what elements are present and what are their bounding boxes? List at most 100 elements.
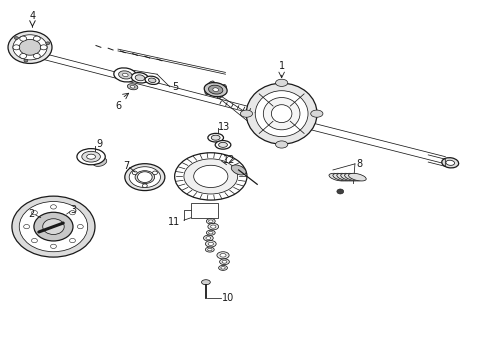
Ellipse shape xyxy=(209,85,223,94)
Circle shape xyxy=(33,36,40,41)
Ellipse shape xyxy=(209,231,213,234)
Ellipse shape xyxy=(222,260,227,263)
Ellipse shape xyxy=(127,84,138,90)
Ellipse shape xyxy=(208,248,212,251)
Text: 2: 2 xyxy=(28,209,34,219)
Ellipse shape xyxy=(217,252,229,259)
Text: 3: 3 xyxy=(70,206,76,216)
FancyBboxPatch shape xyxy=(191,203,218,218)
Ellipse shape xyxy=(446,160,455,165)
Circle shape xyxy=(24,59,28,62)
Circle shape xyxy=(77,225,83,229)
Text: 1: 1 xyxy=(279,60,285,71)
Circle shape xyxy=(50,244,56,248)
Ellipse shape xyxy=(348,173,366,181)
Ellipse shape xyxy=(215,140,231,149)
Ellipse shape xyxy=(231,165,246,175)
Ellipse shape xyxy=(221,267,225,269)
Ellipse shape xyxy=(271,105,292,123)
Ellipse shape xyxy=(219,142,227,147)
Ellipse shape xyxy=(119,71,132,79)
Ellipse shape xyxy=(220,259,229,265)
Ellipse shape xyxy=(194,165,228,188)
Text: 5: 5 xyxy=(172,82,178,93)
Ellipse shape xyxy=(442,158,459,168)
Circle shape xyxy=(19,202,88,252)
Ellipse shape xyxy=(206,237,211,239)
Text: 4: 4 xyxy=(29,12,35,22)
Circle shape xyxy=(31,238,37,243)
Ellipse shape xyxy=(131,73,148,83)
Circle shape xyxy=(33,54,40,59)
Ellipse shape xyxy=(122,73,128,77)
Text: 9: 9 xyxy=(96,139,102,149)
Circle shape xyxy=(24,225,29,229)
Ellipse shape xyxy=(174,153,247,200)
Circle shape xyxy=(19,40,41,55)
Ellipse shape xyxy=(205,81,215,95)
Ellipse shape xyxy=(135,75,145,81)
Ellipse shape xyxy=(13,35,47,60)
Text: 12: 12 xyxy=(222,155,235,165)
Text: 8: 8 xyxy=(356,159,363,169)
Circle shape xyxy=(50,205,56,209)
Ellipse shape xyxy=(208,134,223,142)
Ellipse shape xyxy=(130,85,135,88)
Circle shape xyxy=(31,211,37,215)
Circle shape xyxy=(14,37,18,40)
Ellipse shape xyxy=(329,173,347,181)
Text: 10: 10 xyxy=(222,293,234,303)
Ellipse shape xyxy=(125,164,165,190)
Ellipse shape xyxy=(205,247,214,252)
Circle shape xyxy=(43,219,64,234)
Ellipse shape xyxy=(333,173,351,181)
Circle shape xyxy=(152,171,157,175)
Ellipse shape xyxy=(217,85,226,98)
Ellipse shape xyxy=(201,280,210,285)
Ellipse shape xyxy=(337,173,354,181)
Ellipse shape xyxy=(241,110,252,117)
Ellipse shape xyxy=(246,83,317,144)
Circle shape xyxy=(337,189,343,194)
Circle shape xyxy=(138,172,152,183)
Ellipse shape xyxy=(148,78,156,82)
Circle shape xyxy=(46,42,49,45)
Circle shape xyxy=(34,212,73,241)
Circle shape xyxy=(20,54,26,59)
Circle shape xyxy=(132,171,137,175)
Ellipse shape xyxy=(341,173,358,181)
Circle shape xyxy=(13,45,20,50)
Text: 6: 6 xyxy=(115,101,121,111)
Circle shape xyxy=(70,238,75,243)
Ellipse shape xyxy=(275,141,288,148)
Ellipse shape xyxy=(208,224,219,230)
Ellipse shape xyxy=(93,158,107,166)
Ellipse shape xyxy=(203,235,213,241)
Ellipse shape xyxy=(220,253,226,257)
Ellipse shape xyxy=(8,31,52,63)
Ellipse shape xyxy=(87,154,96,159)
Text: 7: 7 xyxy=(123,161,130,171)
Ellipse shape xyxy=(204,82,227,97)
Ellipse shape xyxy=(145,76,159,85)
Ellipse shape xyxy=(219,265,227,270)
Circle shape xyxy=(40,45,47,50)
Ellipse shape xyxy=(114,68,137,82)
Ellipse shape xyxy=(205,240,216,247)
Ellipse shape xyxy=(211,135,220,140)
Ellipse shape xyxy=(211,225,216,228)
Ellipse shape xyxy=(213,88,219,91)
Ellipse shape xyxy=(184,159,238,194)
Ellipse shape xyxy=(255,91,308,136)
Ellipse shape xyxy=(129,167,160,188)
Ellipse shape xyxy=(275,79,288,86)
Ellipse shape xyxy=(135,171,155,184)
Ellipse shape xyxy=(209,220,213,222)
Ellipse shape xyxy=(311,110,323,117)
Circle shape xyxy=(70,211,75,215)
Circle shape xyxy=(12,196,95,257)
Ellipse shape xyxy=(82,151,100,162)
Circle shape xyxy=(143,184,147,188)
Text: 13: 13 xyxy=(218,122,230,132)
Text: 11: 11 xyxy=(168,217,180,226)
